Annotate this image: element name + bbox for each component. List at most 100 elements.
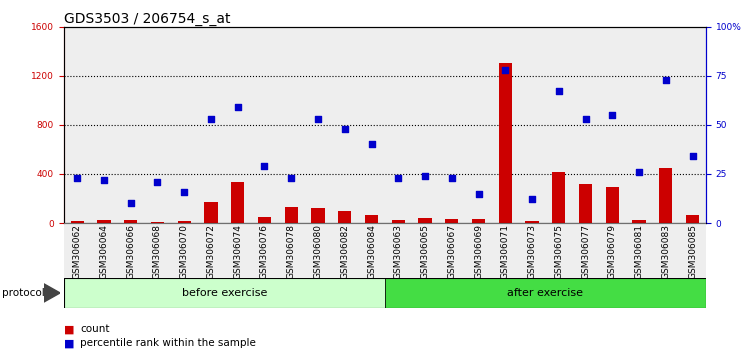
Bar [251,223,278,278]
Text: GSM306068: GSM306068 [153,224,162,279]
Text: count: count [80,324,110,334]
Bar [144,27,170,223]
Point [419,173,431,179]
Text: GSM306085: GSM306085 [688,224,697,279]
Bar [151,222,164,223]
Text: GSM306084: GSM306084 [367,224,376,279]
Bar [526,221,538,223]
Bar [492,27,519,223]
Text: GSM306063: GSM306063 [394,224,403,279]
Bar [599,223,626,278]
Bar [519,223,545,278]
Bar [358,27,385,223]
Point [205,116,217,122]
Bar [225,27,251,223]
Bar [686,215,699,223]
Bar [231,182,244,223]
Bar [499,63,512,223]
Bar [552,172,566,223]
Text: GSM306069: GSM306069 [474,224,483,279]
Bar [679,27,706,223]
Point [633,169,645,175]
Text: after exercise: after exercise [508,288,584,298]
Bar [71,221,84,223]
Point [580,116,592,122]
Text: GSM306081: GSM306081 [635,224,644,279]
Bar [365,215,379,223]
Point [686,153,698,159]
Bar [632,220,646,223]
Bar [605,187,619,223]
Bar [385,223,412,278]
Point [71,175,83,181]
Bar [305,223,331,278]
Bar [177,221,191,223]
Text: GSM306076: GSM306076 [260,224,269,279]
Bar [64,27,91,223]
Text: GSM306065: GSM306065 [421,224,430,279]
Text: GSM306066: GSM306066 [126,224,135,279]
Bar [251,27,278,223]
Bar [391,219,405,223]
Bar [198,223,225,278]
FancyBboxPatch shape [64,278,385,308]
Bar [124,219,137,223]
Bar [545,27,572,223]
Text: GDS3503 / 206754_s_at: GDS3503 / 206754_s_at [64,12,231,25]
Point [446,175,458,181]
Text: GSM306067: GSM306067 [448,224,457,279]
Bar [171,223,198,278]
Bar [572,223,599,278]
Bar [225,223,251,278]
Point [499,67,511,73]
Text: GSM306064: GSM306064 [99,224,108,279]
Polygon shape [44,284,60,302]
Bar [204,202,218,223]
Bar [492,223,519,278]
Text: GSM306073: GSM306073 [527,224,536,279]
Text: GSM306071: GSM306071 [501,224,510,279]
Point [125,200,137,206]
Point [339,126,351,132]
Bar [412,223,439,278]
Text: GSM306079: GSM306079 [608,224,617,279]
Text: before exercise: before exercise [182,288,267,298]
Text: GSM306080: GSM306080 [313,224,322,279]
Bar [519,27,545,223]
Text: GSM306075: GSM306075 [554,224,563,279]
Bar [278,223,305,278]
Text: GSM306082: GSM306082 [340,224,349,279]
Bar [198,27,225,223]
Point [366,142,378,147]
Bar [659,169,672,223]
Point [312,116,324,122]
Bar [385,27,412,223]
Bar [117,27,144,223]
Bar [545,223,572,278]
FancyBboxPatch shape [385,278,706,308]
Bar [117,223,144,278]
Bar [285,207,298,223]
Point [606,112,618,118]
Text: GSM306083: GSM306083 [662,224,671,279]
Bar [626,27,653,223]
Bar [91,223,117,278]
Bar [331,27,358,223]
Point [285,175,297,181]
Point [152,179,164,184]
Bar [439,223,465,278]
Bar [338,211,351,223]
Bar [258,217,271,223]
Text: GSM306074: GSM306074 [234,224,243,279]
Text: ■: ■ [64,324,74,334]
Bar [679,223,706,278]
Bar [579,184,593,223]
Bar [626,223,653,278]
Text: GSM306062: GSM306062 [73,224,82,279]
Point [392,175,404,181]
Point [472,191,484,196]
Text: ■: ■ [64,338,74,348]
Bar [312,208,324,223]
Text: GSM306070: GSM306070 [179,224,189,279]
Bar [599,27,626,223]
